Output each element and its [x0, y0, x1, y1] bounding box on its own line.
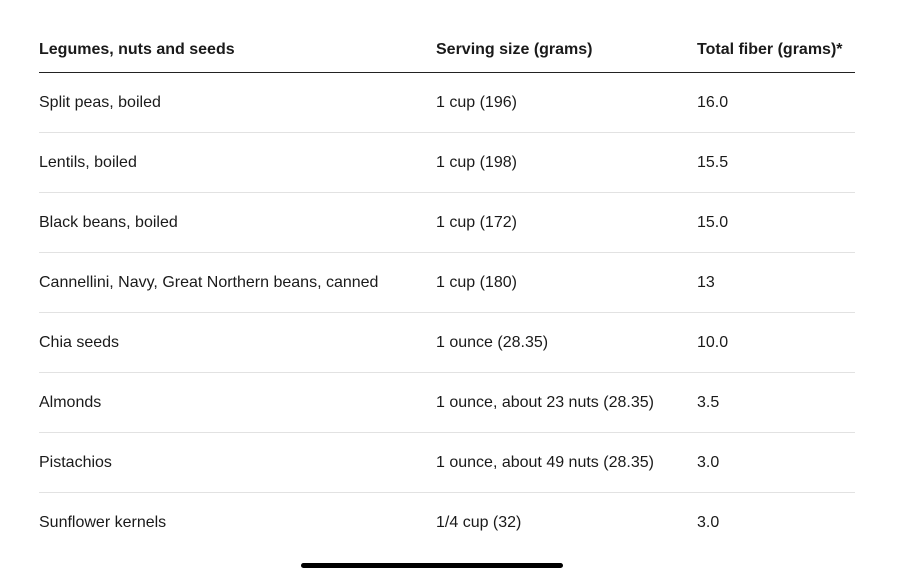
cell-food: Chia seeds — [39, 312, 436, 373]
cell-food: Almonds — [39, 372, 436, 433]
cell-serving-size: 1 cup (198) — [436, 132, 697, 193]
table-row: Split peas, boiled 1 cup (196) 16.0 — [39, 72, 855, 133]
table-header-row: Legumes, nuts and seeds Serving size (gr… — [39, 28, 855, 73]
table-row: Lentils, boiled 1 cup (198) 15.5 — [39, 132, 855, 193]
fiber-table: Legumes, nuts and seeds Serving size (gr… — [39, 28, 855, 552]
cell-food: Black beans, boiled — [39, 192, 436, 253]
cell-total-fiber: 3.5 — [697, 372, 855, 433]
cell-food: Split peas, boiled — [39, 72, 436, 133]
cell-serving-size: 1 cup (196) — [436, 72, 697, 133]
cell-serving-size: 1/4 cup (32) — [436, 513, 522, 531]
table-row: Chia seeds 1 ounce (28.35) 10.0 — [39, 312, 855, 373]
cell-total-fiber: 13 — [697, 252, 855, 313]
table-row: Sunflower kernels 1/4 cup (32) 3.0 — [39, 493, 855, 553]
cell-total-fiber: 3.0 — [697, 432, 855, 493]
cell-serving-size: 1 ounce, about 49 nuts (28.35) — [436, 432, 697, 493]
column-header-serving-size: Serving size (grams) — [436, 28, 697, 73]
column-header-food: Legumes, nuts and seeds — [39, 28, 436, 73]
cell-serving-size: 1 cup (172) — [436, 192, 697, 253]
table-row: Black beans, boiled 1 cup (172) 15.0 — [39, 192, 855, 253]
cell-total-fiber: 10.0 — [697, 312, 855, 373]
cell-serving-size: 1 ounce, about 23 nuts (28.35) — [436, 372, 697, 433]
cell-total-fiber: 3.0 — [697, 513, 720, 531]
cell-total-fiber: 16.0 — [697, 72, 855, 133]
column-header-total-fiber: Total fiber (grams)* — [697, 28, 855, 73]
cell-food: Sunflower kernels — [39, 513, 167, 531]
cell-food: Cannellini, Navy, Great Northern beans, … — [39, 252, 436, 313]
cell-total-fiber: 15.0 — [697, 192, 855, 253]
table-row: Pistachios 1 ounce, about 49 nuts (28.35… — [39, 432, 855, 493]
cell-food: Lentils, boiled — [39, 132, 436, 193]
table-row: Cannellini, Navy, Great Northern beans, … — [39, 252, 855, 313]
cell-total-fiber: 15.5 — [697, 132, 855, 193]
table-row: Almonds 1 ounce, about 23 nuts (28.35) 3… — [39, 372, 855, 433]
home-indicator-bar[interactable] — [301, 563, 563, 568]
cell-serving-size: 1 cup (180) — [436, 252, 697, 313]
cell-serving-size: 1 ounce (28.35) — [436, 312, 697, 373]
fiber-table-container: Legumes, nuts and seeds Serving size (gr… — [39, 28, 855, 552]
cell-food: Pistachios — [39, 432, 436, 493]
